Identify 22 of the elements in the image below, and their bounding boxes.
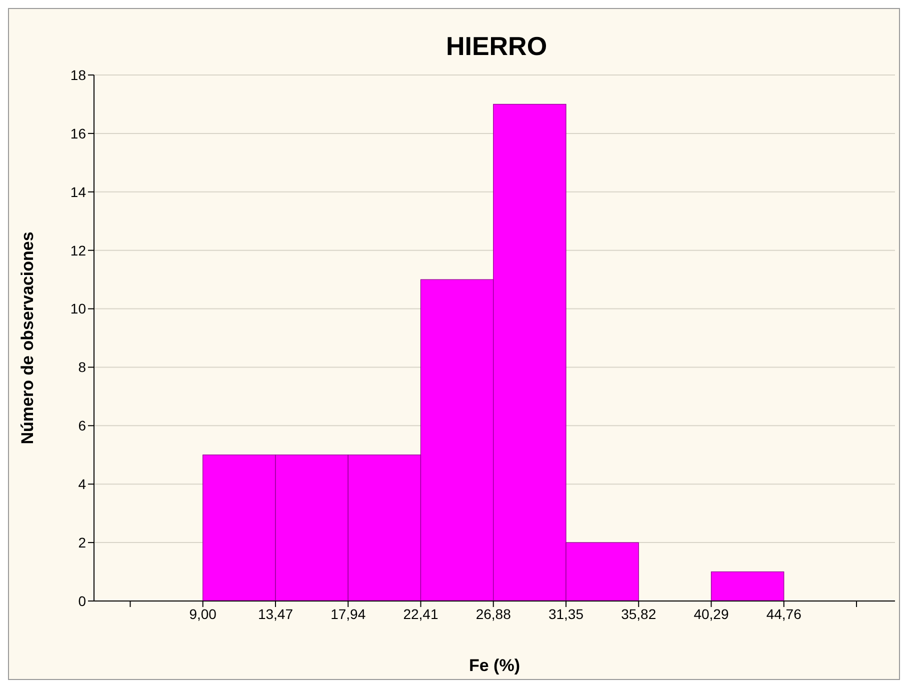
y-tick-label: 6 — [78, 418, 86, 434]
y-axis-title: Número de observaciones — [18, 232, 38, 444]
x-tick-label: 9,00 — [189, 606, 217, 622]
x-tick-label: 40,29 — [694, 606, 729, 622]
x-tick-label: 22,41 — [403, 606, 438, 622]
chart-title: HIERRO — [444, 31, 548, 62]
y-tick-label: 10 — [70, 300, 86, 317]
x-tick-label: 17,94 — [330, 606, 366, 622]
x-tick-label: 35,82 — [621, 606, 656, 622]
y-tick-label: 16 — [70, 125, 86, 142]
x-axis-title: Fe (%) — [469, 656, 520, 675]
x-tick-label: 31,35 — [548, 606, 584, 622]
x-tick-label: 44,76 — [766, 606, 802, 622]
y-tick-label: 4 — [78, 476, 86, 492]
x-tick-label: 26,88 — [476, 606, 512, 622]
y-tick-label: 18 — [70, 66, 86, 83]
y-tick-label: 8 — [78, 359, 86, 376]
y-tick-label: 14 — [70, 184, 86, 200]
y-tick-label: 0 — [78, 592, 86, 609]
x-tick-label: 13,47 — [258, 606, 294, 622]
y-tick-label: 2 — [78, 534, 86, 551]
y-tick-label: 12 — [70, 242, 86, 258]
